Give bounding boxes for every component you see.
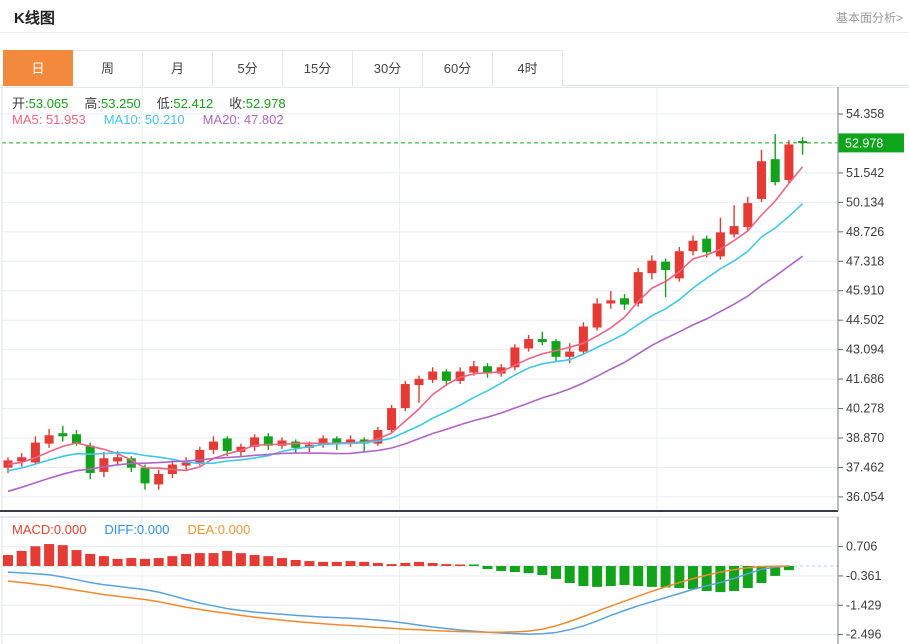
y-axis-tick-label: 45.910 <box>846 284 884 298</box>
y-axis-tick-label: 41.686 <box>846 372 884 386</box>
page-header: K线图 基本面分析> <box>0 0 909 33</box>
macd-legend-item: MACD:0.000 <box>12 522 87 537</box>
y-axis-tick-label: 54.358 <box>846 107 884 121</box>
candlestick-series <box>3 134 808 490</box>
y-axis-tick-label: 51.542 <box>846 166 884 180</box>
dea-line <box>7 565 789 633</box>
tab-timeframe-3[interactable]: 5分 <box>213 50 283 86</box>
macd-axis-tick-label: -0.361 <box>846 569 881 583</box>
ohlc-pair: 高:53.250 <box>84 96 141 111</box>
y-axis-tick-label: 44.502 <box>846 313 884 327</box>
macd-legend-row: MACD:0.000 DIFF:0.000 DEA:0.000 <box>12 522 268 537</box>
ohlc-pair: 开:53.065 <box>12 96 69 111</box>
current-price-badge: 52.978 <box>838 133 904 153</box>
macd-legend-item: DEA:0.000 <box>187 522 251 537</box>
macd-axis-tick-label: -2.496 <box>846 628 881 642</box>
macd-legend-item: DIFF:0.000 <box>104 522 170 537</box>
ma5-line <box>7 166 804 472</box>
ma10-line <box>7 203 804 472</box>
y-axis-tick-label: 47.318 <box>846 254 884 268</box>
tab-timeframe-2[interactable]: 月 <box>143 50 213 86</box>
page-title: K线图 <box>14 10 55 27</box>
y-axis-tick-label: 36.054 <box>846 490 884 504</box>
svg-text:52.978: 52.978 <box>845 136 883 150</box>
y-axis-tick-label: 37.462 <box>846 460 884 474</box>
y-axis-tick-label: 50.134 <box>846 195 884 209</box>
diff-line <box>7 565 789 635</box>
tab-timeframe-5[interactable]: 30分 <box>353 50 423 86</box>
ohlc-pair: 低:52.412 <box>156 96 214 111</box>
tab-timeframe-6[interactable]: 60分 <box>423 50 493 86</box>
ohlc-pair: 收:52.978 <box>229 96 286 111</box>
tab-timeframe-1[interactable]: 周 <box>73 50 143 86</box>
tab-timeframe-0[interactable]: 日 <box>3 50 73 86</box>
legend-item: MA10: 50.210 <box>103 112 185 127</box>
macd-axis-tick-label: -1.429 <box>846 598 881 612</box>
legend-item: MA20: 47.802 <box>202 112 284 127</box>
tab-timeframe-7[interactable]: 4时 <box>493 50 563 86</box>
fundamental-analysis-link[interactable]: 基本面分析> <box>835 11 903 25</box>
macd-histogram <box>3 544 794 593</box>
timeframe-tab-bar: 日周月 5分 15分 30分 60分 4时 <box>0 50 909 86</box>
y-axis-tick-label: 40.278 <box>846 402 884 416</box>
macd-axis-tick-label: 0.706 <box>846 540 877 554</box>
y-axis-tick-label: 48.726 <box>846 225 884 239</box>
y-axis-tick-label: 43.094 <box>846 343 884 357</box>
tab-timeframe-4[interactable]: 15分 <box>283 50 353 86</box>
y-axis-tick-label: 38.870 <box>846 431 884 445</box>
timeframe-tabs: 日周月 5分 15分 30分 60分 4时 <box>3 50 563 86</box>
ma-legend-row: MA5: 51.953 MA10: 50.210 MA20: 47.802 <box>12 112 302 127</box>
legend-item: MA5: 51.953 <box>12 112 86 127</box>
kline-chart-svg[interactable]: 54.358 51.542 50.134 48.726 47.318 45.910 44.5… <box>0 87 909 644</box>
ohlc-row: 开:53.065 高:53.250 低:52.412 收:52.978 <box>12 93 302 112</box>
ma20-line <box>7 255 804 493</box>
